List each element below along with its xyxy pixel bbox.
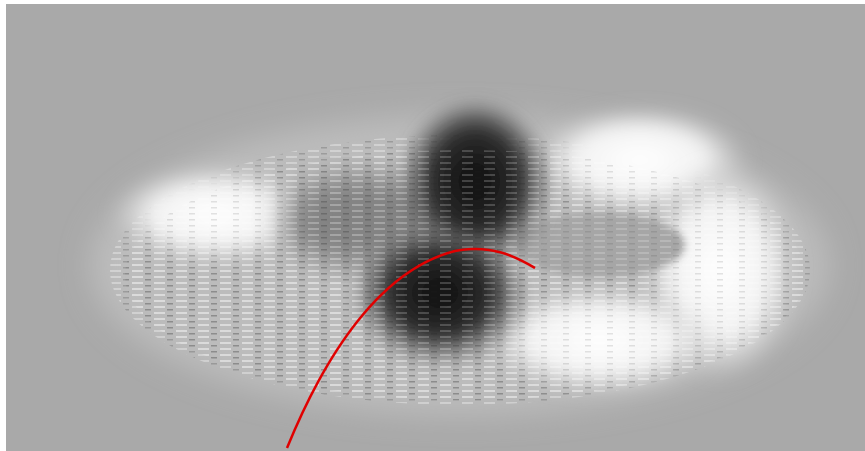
surface: [90, 105, 830, 415]
edge: [0, 0, 6, 451]
edge: [0, 0, 865, 4]
streaks: [125, 150, 805, 400]
red-curve: [285, 247, 536, 449]
